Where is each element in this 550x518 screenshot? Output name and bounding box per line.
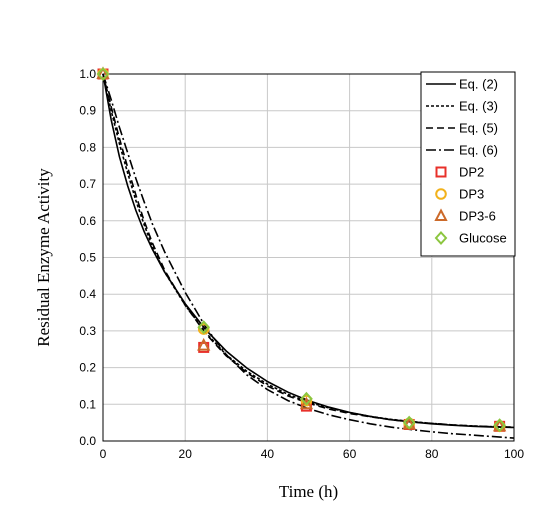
legend-marker-swatch xyxy=(434,208,448,221)
y-tick-label: 0.0 xyxy=(79,434,96,448)
legend-label: Eq. (6) xyxy=(459,143,498,158)
x-tick-label: 40 xyxy=(261,447,275,461)
series-lines xyxy=(102,73,515,439)
y-tick-label: 0.1 xyxy=(79,397,96,411)
data-point-dp3-6 xyxy=(299,396,314,410)
data-point-glucose xyxy=(96,67,110,81)
legend-marker-swatch xyxy=(435,166,447,178)
legend-label: DP2 xyxy=(459,165,484,180)
x-tick-label: 20 xyxy=(179,447,193,461)
series-line-3 xyxy=(102,73,515,428)
legend-label: DP3-6 xyxy=(459,209,496,224)
series-line-4 xyxy=(102,73,515,439)
legend-label: Eq. (2) xyxy=(459,77,498,92)
x-tick-label: 80 xyxy=(425,447,439,461)
y-tick-label: 0.2 xyxy=(79,361,96,375)
legend: Eq. (2) Eq. (3) Eq. (5) Eq. (6) DP2 DP3 DP3-6 G… xyxy=(420,71,516,257)
legend-marker-swatch xyxy=(435,188,447,200)
y-tick-label: 0.4 xyxy=(79,287,96,301)
y-tick-label: 0.7 xyxy=(79,177,96,191)
data-point-glucose xyxy=(493,418,506,433)
y-tick-label: 0.5 xyxy=(79,251,96,265)
y-tick-label: 0.3 xyxy=(79,324,96,338)
series-markers xyxy=(96,66,507,433)
y-tick-label: 0.9 xyxy=(79,104,96,118)
legend-box xyxy=(420,71,516,257)
data-point-dp3-6 xyxy=(96,66,110,79)
x-axis-title: Time (h) xyxy=(279,482,338,501)
x-tick-label: 100 xyxy=(504,447,524,461)
plot-frame xyxy=(102,73,515,442)
legend-label: Eq. (3) xyxy=(459,99,498,114)
legend-label: DP3 xyxy=(459,187,484,202)
legend-marker-swatch xyxy=(434,231,448,245)
y-axis-title: Residual Enzyme Activity xyxy=(34,168,53,347)
y-tick-label: 1.0 xyxy=(79,67,96,81)
y-tick-label: 0.6 xyxy=(79,214,96,228)
y-tick-label: 0.8 xyxy=(79,140,96,154)
x-tick-label: 60 xyxy=(343,447,357,461)
tick-labels: 0.0 0.1 0.2 0.3 0.4 0.5 0.6 0.7 0.8 0.9 1.0 0 20 40 60… xyxy=(79,67,524,461)
data-point-glucose xyxy=(300,391,313,406)
data-point-glucose xyxy=(402,415,416,430)
data-point-glucose xyxy=(197,320,211,335)
data-point-dp3-6 xyxy=(197,337,211,351)
legend-label: Glucose xyxy=(459,231,507,246)
legend-label: Eq. (5) xyxy=(459,121,498,136)
x-tick-label: 0 xyxy=(100,447,107,461)
